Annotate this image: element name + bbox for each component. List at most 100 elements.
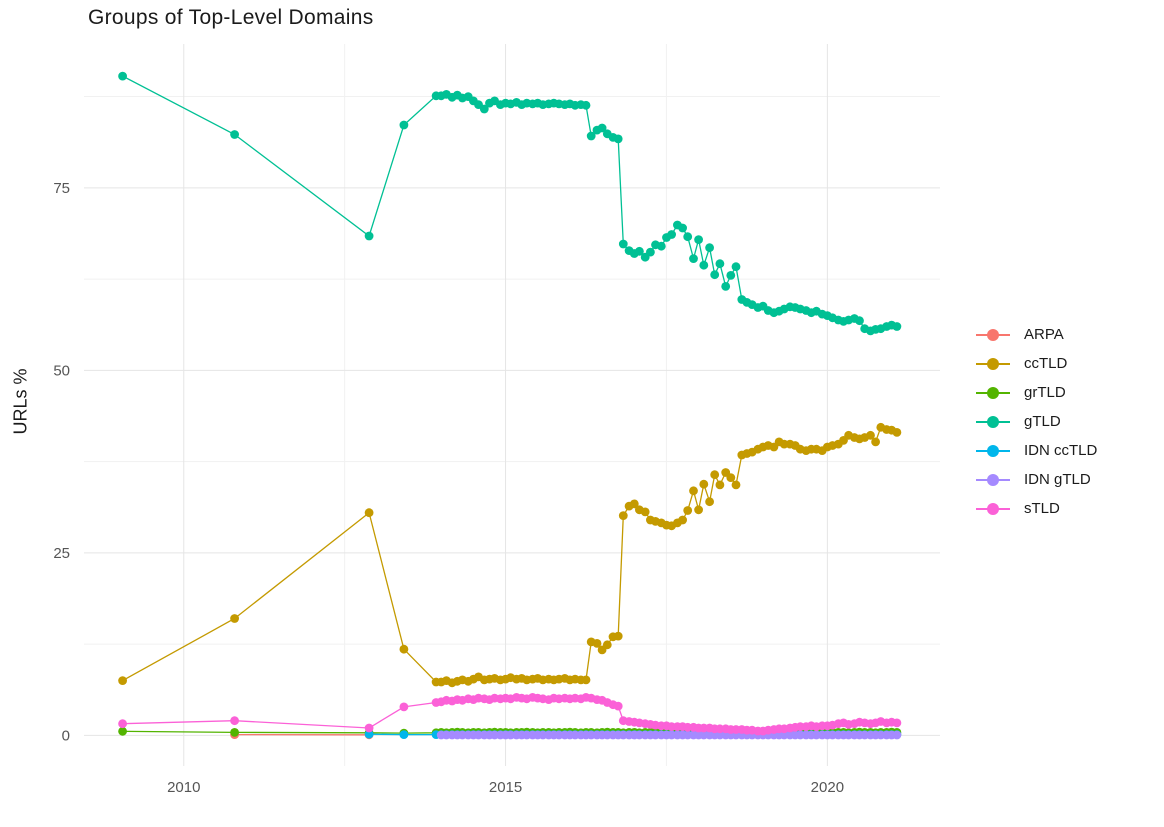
data-point [399,644,409,654]
data-point [399,730,409,739]
x-tick-label: 2015 [489,779,522,796]
data-point [613,701,623,711]
data-point [597,123,607,133]
data-point [683,506,693,515]
data-point [581,100,591,110]
data-point [592,639,602,648]
data-point [694,235,703,245]
data-point [710,270,720,280]
data-point [726,271,736,280]
data-point [689,486,698,496]
series-ccTLD [118,422,902,688]
data-point [694,505,703,515]
data-point [118,71,127,81]
data-point [479,104,489,114]
data-point [230,130,240,139]
series-ARPA [230,730,374,740]
data-point [618,511,628,520]
data-point [230,716,240,726]
data-point [715,259,725,269]
data-point [656,241,666,251]
data-point [667,230,676,239]
legend-label: IDN ccTLD [1024,442,1098,459]
x-tick-label: 2020 [811,779,844,796]
y-tick-label: 50 [53,362,70,379]
data-point [118,719,127,729]
data-point [640,507,650,517]
data-point [613,134,623,144]
legend-item-ARPA: ARPA [976,320,1097,349]
data-point [855,316,864,326]
legend-key-icon [976,502,1010,516]
data-point [581,675,591,685]
series-gTLD [118,71,902,336]
y-tick-label: 25 [53,545,70,562]
data-point [705,243,714,253]
legend-label: IDN gTLD [1024,471,1091,488]
data-point [230,614,240,623]
legend-label: grTLD [1024,384,1066,401]
data-point [629,499,639,509]
data-point [364,723,374,733]
data-point [646,247,655,257]
data-point [731,480,741,490]
legend-key-icon [976,386,1010,400]
legend-item-grTLD: grTLD [976,378,1097,407]
y-tick-label: 0 [62,727,70,744]
data-point [731,262,741,272]
legend-label: gTLD [1024,413,1061,430]
data-point [399,702,409,712]
legend-key-icon [976,473,1010,487]
data-point [699,479,709,489]
legend-label: ARPA [1024,326,1064,343]
data-point [678,223,687,233]
legend-key-icon [976,328,1010,342]
data-point [364,231,374,241]
legend-key-icon [976,357,1010,371]
data-point [705,497,714,507]
data-point [613,631,623,641]
data-point [871,437,880,447]
data-point [866,430,875,440]
data-point [118,676,127,685]
data-point [892,718,902,728]
legend-label: ccTLD [1024,355,1068,372]
x-tick-label: 2010 [167,779,200,796]
series-sTLD [118,693,902,736]
data-point [118,726,127,736]
data-point [699,260,709,270]
data-point [364,508,374,518]
data-point [618,239,628,249]
data-point [678,515,687,525]
legend-item-IDN-ccTLD: IDN ccTLD [976,436,1097,465]
y-tick-label: 75 [53,180,70,197]
legend-key-icon [976,444,1010,458]
data-point [721,282,731,291]
data-point [892,428,902,437]
legend-item-ccTLD: ccTLD [976,349,1097,378]
series-line [122,75,898,332]
legend-item-IDN-gTLD: IDN gTLD [976,465,1097,494]
data-point [586,131,596,141]
data-point [710,470,720,480]
data-point [892,322,902,331]
data-point [602,640,612,650]
chart-title: Groups of Top-Level Domains [88,6,374,29]
legend-label: sTLD [1024,500,1060,517]
data-point [230,728,240,737]
data-point [683,232,693,242]
data-point [892,730,902,740]
data-point [726,473,736,482]
data-point [399,120,409,130]
series-IDN-gTLD [436,730,902,740]
legend-item-sTLD: sTLD [976,494,1097,523]
data-point [715,480,725,490]
legend-key-icon [976,415,1010,429]
data-point [689,254,698,263]
legend: ARPA ccTLD grTLD gTLD IDN ccTLD IDN gTLD sTLD [976,320,1097,523]
data-point [364,729,374,739]
data-point [635,246,644,256]
legend-item-gTLD: gTLD [976,407,1097,436]
